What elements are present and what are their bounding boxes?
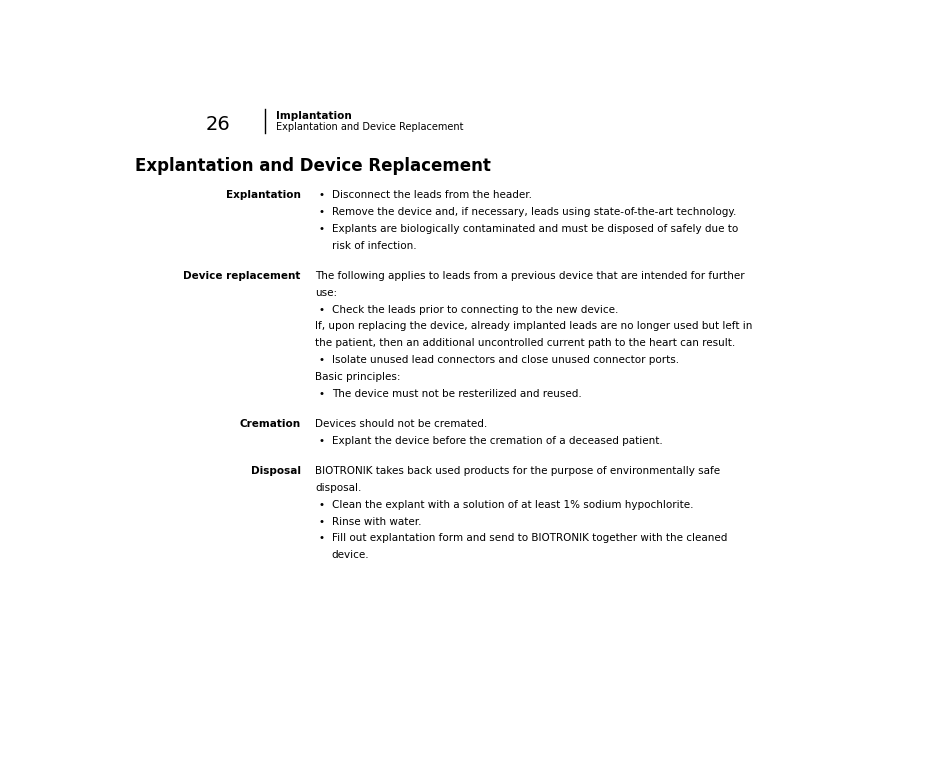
Text: •: • [319,224,324,234]
Text: If, upon replacing the device, already implanted leads are no longer used but le: If, upon replacing the device, already i… [316,321,753,332]
Text: The following applies to leads from a previous device that are intended for furt: The following applies to leads from a pr… [316,271,745,281]
Text: Isolate unused lead connectors and close unused connector ports.: Isolate unused lead connectors and close… [332,355,679,365]
Text: risk of infection.: risk of infection. [332,241,416,251]
Text: Explant the device before the cremation of a deceased patient.: Explant the device before the cremation … [332,436,663,446]
Text: Clean the explant with a solution of at least 1% sodium hypochlorite.: Clean the explant with a solution of at … [332,500,693,510]
Text: Device replacement: Device replacement [183,271,301,281]
Text: Remove the device and, if necessary, leads using state-of-the-art technology.: Remove the device and, if necessary, lea… [332,207,736,217]
Text: The device must not be resterilized and reused.: The device must not be resterilized and … [332,389,581,399]
Text: •: • [319,355,324,365]
Text: disposal.: disposal. [316,482,362,493]
Text: device.: device. [332,551,369,560]
Text: Rinse with water.: Rinse with water. [332,517,421,526]
Text: Disposal: Disposal [250,466,301,476]
Text: Fill out explantation form and send to BIOTRONIK together with the cleaned: Fill out explantation form and send to B… [332,533,727,543]
Text: •: • [319,389,324,399]
Text: 26: 26 [206,115,230,134]
Text: Cremation: Cremation [240,419,301,429]
Text: •: • [319,207,324,217]
Text: •: • [319,190,324,200]
Text: Explantation and Device Replacement: Explantation and Device Replacement [135,157,490,175]
Text: use:: use: [316,288,337,298]
Text: Explants are biologically contaminated and must be disposed of safely due to: Explants are biologically contaminated a… [332,224,738,234]
Text: Implantation: Implantation [277,111,353,120]
Text: Explantation: Explantation [226,190,301,200]
Text: Explantation and Device Replacement: Explantation and Device Replacement [277,121,464,131]
Text: •: • [319,436,324,446]
Text: Basic principles:: Basic principles: [316,372,401,382]
Text: •: • [319,517,324,526]
Text: •: • [319,305,324,314]
Text: •: • [319,533,324,543]
Text: the patient, then an additional uncontrolled current path to the heart can resul: the patient, then an additional uncontro… [316,339,736,348]
Text: Disconnect the leads from the header.: Disconnect the leads from the header. [332,190,532,200]
Text: BIOTRONIK takes back used products for the purpose of environmentally safe: BIOTRONIK takes back used products for t… [316,466,720,476]
Text: Check the leads prior to connecting to the new device.: Check the leads prior to connecting to t… [332,305,618,314]
Text: Devices should not be cremated.: Devices should not be cremated. [316,419,487,429]
Text: •: • [319,500,324,510]
